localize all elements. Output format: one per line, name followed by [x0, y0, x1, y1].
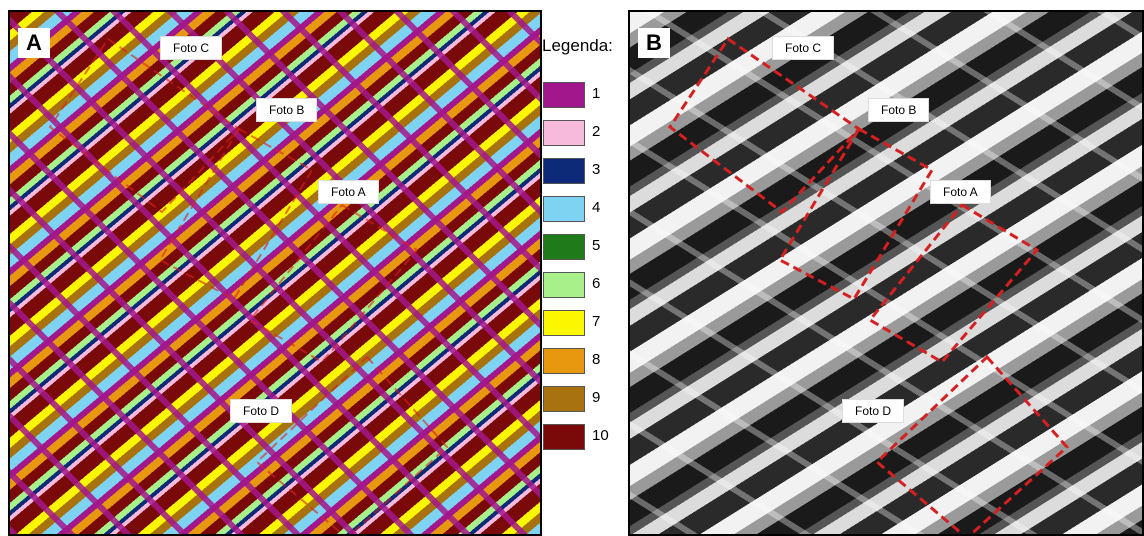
photo-label: Foto C — [772, 36, 834, 60]
legend-swatch — [543, 310, 585, 336]
legend-swatch — [543, 158, 585, 184]
legend: Legenda: 1 2 3 4 5 6 7 8 9 10 — [540, 10, 628, 536]
legend-swatch — [543, 348, 585, 374]
legend-label: 6 — [592, 275, 600, 292]
legend-label: 7 — [592, 313, 600, 330]
photo-frame — [160, 129, 312, 299]
photo-label: Foto D — [230, 399, 292, 423]
legend-swatch — [543, 386, 585, 412]
photo-label: Foto C — [160, 36, 222, 60]
classified-map: A Foto C Foto B Foto A Foto D — [8, 10, 542, 536]
legend-label: 10 — [592, 427, 609, 444]
legend-label: 5 — [592, 237, 600, 254]
legend-label: 2 — [592, 123, 600, 140]
legend-swatch — [543, 120, 585, 146]
photo-label: Foto B — [256, 98, 317, 122]
figure: A Foto C Foto B Foto A Foto D Legenda: 1 2 3 4 5… — [0, 0, 1144, 536]
legend-label: 9 — [592, 389, 600, 406]
legend-label: 4 — [592, 199, 600, 216]
photo-frames — [10, 12, 540, 534]
legend-swatch — [543, 424, 585, 450]
legend-swatch — [543, 272, 585, 298]
legend-label: 1 — [592, 85, 600, 102]
legend-swatch — [543, 196, 585, 222]
photo-frame — [50, 39, 239, 212]
photo-label: Foto D — [842, 399, 904, 423]
photo-frame — [670, 39, 859, 212]
legend-label: 3 — [592, 161, 600, 178]
photo-label: Foto A — [318, 180, 379, 204]
legend-swatch — [543, 82, 585, 108]
panel-letter: A — [18, 28, 50, 58]
hillshade-map: B Foto C Foto B Foto A Foto D — [628, 10, 1144, 536]
photo-frames — [630, 12, 1142, 534]
photo-frame — [257, 357, 447, 534]
photo-label: Foto B — [868, 98, 929, 122]
legend-swatch — [543, 234, 585, 260]
photo-label: Foto A — [930, 180, 991, 204]
photo-frame — [870, 205, 1037, 362]
panel-letter: B — [638, 28, 670, 58]
legend-label: 8 — [592, 351, 600, 368]
photo-frame — [780, 129, 932, 299]
photo-frame — [250, 205, 417, 362]
photo-frame — [877, 357, 1067, 534]
legend-title: Legenda: — [542, 36, 613, 56]
